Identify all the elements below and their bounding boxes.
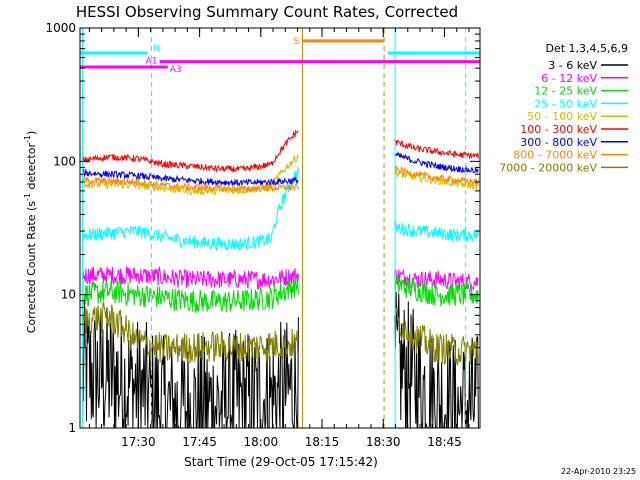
night-label: N (153, 44, 160, 54)
series-line-300-800-kev-before-gap (82, 167, 299, 187)
saa-label: S (293, 37, 299, 47)
plot-frame (79, 27, 481, 429)
y-tick-label: 1000 (45, 21, 76, 35)
series-line-300-800-kev-after-gap (394, 151, 479, 174)
series-line-12-25-kev-after-gap (394, 273, 479, 307)
x-tick-label: 18:00 (244, 435, 279, 449)
footer-timestamp: 22-Apr-2010 23:25 (561, 467, 636, 476)
series-line-100-300-kev-after-gap (394, 139, 479, 159)
legend-label: 25 - 50 keV (534, 97, 597, 110)
series-line-50-100-kev-before-gap (82, 153, 299, 197)
series-line-25-50-kev-after-gap (394, 221, 479, 243)
attenuator-a3-label: A3 (170, 65, 182, 75)
series-line-25-50-kev-before-gap (81, 166, 299, 252)
series-line-3-6-kev-before-gap (81, 300, 299, 429)
legend-title: Det 1,3,4,5,6,9 (545, 42, 628, 55)
legend-label: 7000 - 20000 keV (499, 161, 597, 174)
y-tick-label: 1 (68, 421, 76, 435)
legend-label: 3 - 6 keV (548, 59, 597, 72)
x-tick-label: 18:15 (305, 435, 340, 449)
y-axis-label-main: Corrected Count Rate (s (25, 201, 38, 334)
legend-label: 800 - 7000 keV (513, 149, 597, 162)
y-axis-label-sup1: -1 (23, 193, 32, 201)
legend-label: 12 - 25 keV (534, 85, 597, 98)
series-line-6-12-kev-before-gap (81, 265, 299, 290)
series-line-100-300-kev-before-gap (81, 129, 299, 174)
plot-layer: N S A1 A3 (80, 28, 480, 429)
series-line-800-7000-kev-before-gap (81, 176, 299, 194)
svg-text:Corrected Count Rate (s-1 dete: Corrected Count Rate (s-1 detector-1) (23, 131, 38, 334)
x-axis-label: Start Time (29-Oct-05 17:15:42) (184, 455, 378, 469)
y-tick-label: 100 (53, 154, 76, 168)
attenuator-a1-label: A1 (146, 57, 158, 67)
series-line-12-25-kev-before-gap (81, 274, 299, 313)
legend-label: 100 - 300 keV (520, 123, 597, 136)
x-tick-label: 18:45 (427, 435, 462, 449)
chart-title: HESSI Observing Summary Count Rates, Cor… (76, 3, 458, 21)
x-tick-label: 17:45 (182, 435, 217, 449)
series-line-7000-20000-kev-after-gap (394, 307, 479, 367)
y-axis-label-sup2: -1 (23, 135, 32, 143)
legend-label: 50 - 100 keV (527, 110, 597, 123)
x-tick-label: 18:30 (366, 435, 401, 449)
y-axis-label-end: ) (25, 131, 38, 135)
axis-layer: 1 10 100 1000 17:30 17:45 18:00 18:15 18:30 18:45 (45, 21, 481, 449)
legend-label: 300 - 800 keV (520, 136, 597, 149)
series-line-800-7000-kev-after-gap (394, 165, 479, 186)
y-axis-label: Corrected Count Rate (s-1 detector-1) (23, 131, 38, 334)
y-axis-label-mid: detector (25, 143, 38, 193)
y-tick-label: 10 (61, 288, 76, 302)
series-line-7000-20000-kev-before-gap (81, 301, 299, 364)
x-tick-label: 17:30 (121, 435, 156, 449)
legend-label: 6 - 12 keV (541, 72, 597, 85)
